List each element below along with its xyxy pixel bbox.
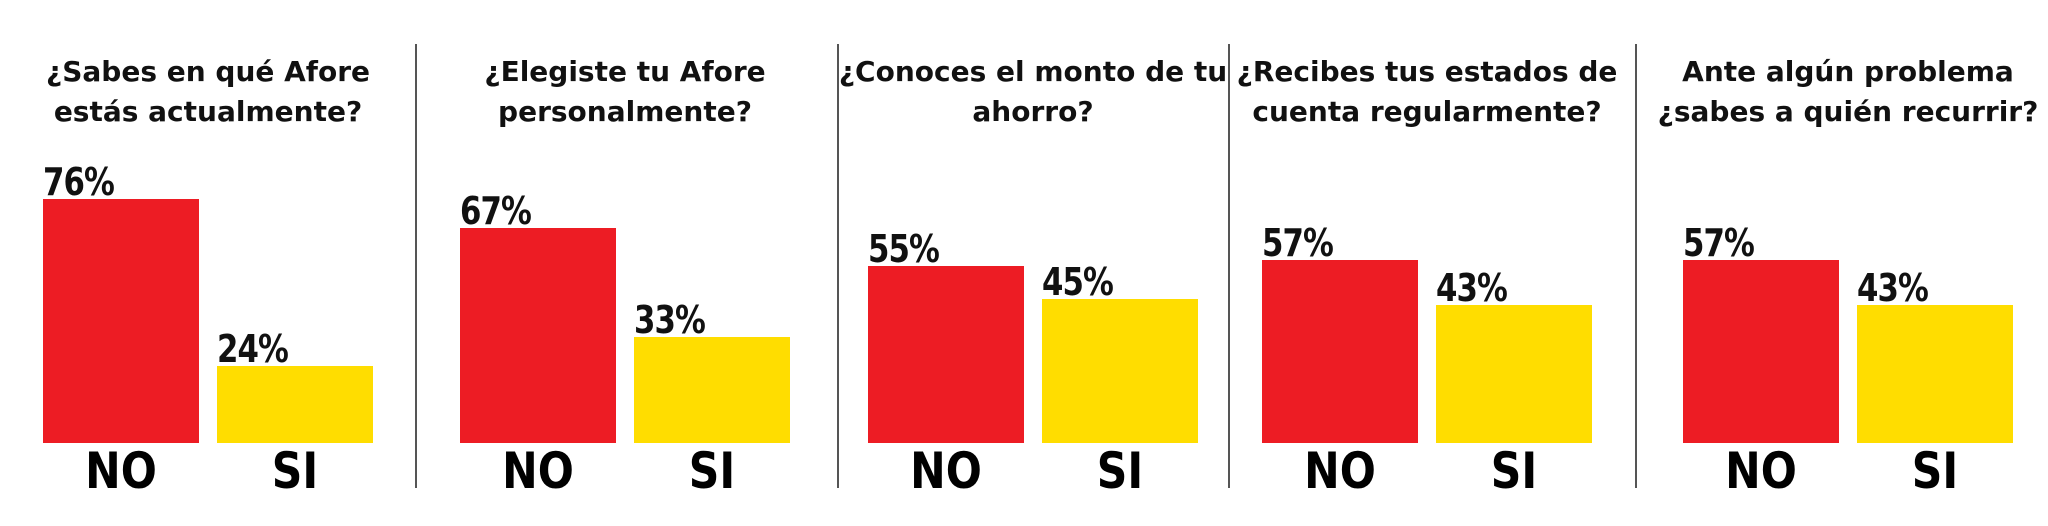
- category-label: SI: [1490, 442, 1538, 500]
- chart-title: Ante algún problema ¿sabes a quién recur…: [1657, 55, 2039, 128]
- data-label: 45%: [1042, 259, 1114, 304]
- bar-no: [43, 199, 199, 443]
- bar-no: [1683, 260, 1839, 443]
- chart-title: ¿Elegiste tu Afore personalmente?: [484, 55, 766, 128]
- category-label: SI: [1911, 442, 1959, 500]
- chart-title: ¿Sabes en qué Afore estás actualmente?: [45, 55, 371, 128]
- data-label: 24%: [217, 326, 289, 371]
- panel-divider: [837, 44, 839, 488]
- panel-divider: [1228, 44, 1230, 488]
- chart-panel: ¿Recibes tus estados de cuenta regularme…: [1237, 0, 1618, 526]
- data-label: 43%: [1857, 265, 1929, 310]
- chart-title: ¿Conoces el monto de tu ahorro?: [838, 55, 1228, 128]
- category-label: SI: [1096, 442, 1144, 500]
- chart-panel: ¿Elegiste tu Afore personalmente? 67% NO 33…: [460, 0, 790, 526]
- category-label: SI: [688, 442, 736, 500]
- data-label: 57%: [1683, 221, 1755, 266]
- chart-title: ¿Recibes tus estados de cuenta regularme…: [1236, 55, 1618, 128]
- bar-si: [634, 337, 790, 443]
- data-label: 76%: [43, 160, 115, 205]
- category-label: NO: [85, 442, 157, 500]
- chart-panel: ¿Conoces el monto de tu ahorro? 55% NO 45% S…: [839, 0, 1227, 526]
- bar-no: [460, 227, 616, 443]
- category-label: NO: [910, 442, 982, 500]
- bar-si: [1436, 304, 1592, 443]
- data-label: 55%: [868, 227, 940, 272]
- bar-si: [1042, 298, 1198, 443]
- chart-panel: ¿Sabes en qué Afore estás actualmente? 76…: [43, 0, 373, 526]
- category-label: SI: [271, 442, 319, 500]
- bar-no: [868, 266, 1024, 443]
- bar-si: [1857, 304, 2013, 443]
- data-label: 43%: [1436, 265, 1508, 310]
- data-label: 67%: [460, 188, 532, 233]
- bar-no: [1262, 260, 1418, 443]
- category-label: NO: [502, 442, 574, 500]
- data-label: 33%: [634, 298, 706, 343]
- panel-divider: [1635, 44, 1637, 488]
- data-label: 57%: [1262, 221, 1334, 266]
- panel-divider: [415, 44, 417, 488]
- bar-si: [217, 365, 373, 443]
- chart-panel: Ante algún problema ¿sabes a quién recur…: [1658, 0, 2039, 526]
- category-label: NO: [1304, 442, 1376, 500]
- category-label: NO: [1725, 442, 1797, 500]
